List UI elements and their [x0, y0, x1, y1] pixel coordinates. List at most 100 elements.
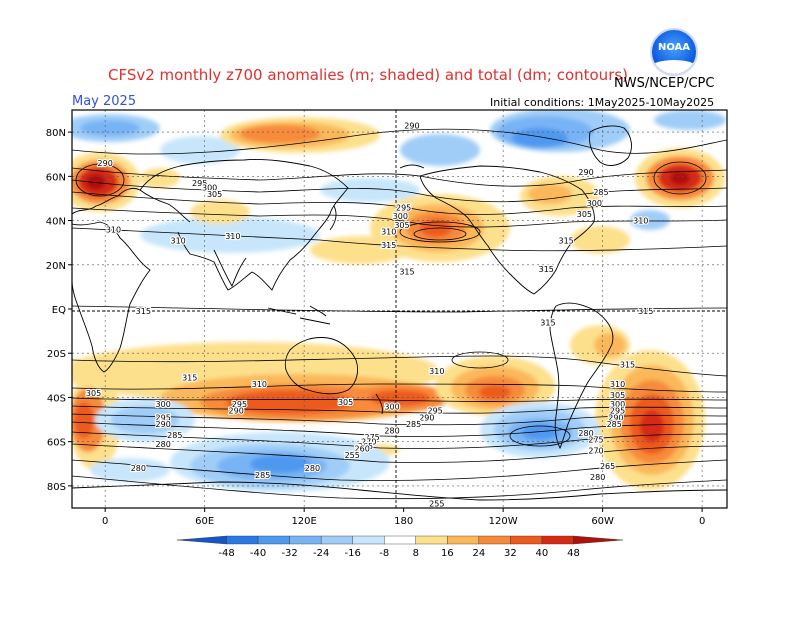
legend-swatch	[510, 535, 543, 545]
contour-line	[72, 128, 727, 155]
agency-label: NWS/NCEP/CPC	[614, 76, 715, 91]
anomaly-negative	[250, 455, 310, 473]
colorbar-legend: -48 -40 -32 -24 -16 -8 8 16 24 32 40 48	[176, 535, 624, 559]
contour-line	[72, 421, 727, 437]
height-contours	[72, 128, 727, 500]
anomaly-positive	[594, 333, 626, 357]
coastline-japan	[329, 205, 337, 231]
contour-label: 300	[587, 199, 602, 208]
contour-label: 300	[156, 400, 171, 409]
contour-label: 265	[358, 442, 373, 451]
contour-line	[653, 161, 707, 195]
contour-label: 280	[305, 464, 320, 473]
anomaly-negative	[90, 458, 170, 482]
contour-label: 315	[638, 307, 653, 316]
lat-tick-label: 80S	[47, 482, 66, 493]
anomaly-negative	[512, 128, 568, 148]
contour-label: 295	[192, 179, 207, 188]
contour-label: 315	[559, 236, 574, 245]
map-title: CFSv2 monthly z700 anomalies (m; shaded)…	[108, 66, 629, 84]
contour-label: 280	[384, 427, 399, 436]
contour-label: 265	[600, 462, 615, 471]
lat-tick-label: 80N	[46, 128, 66, 139]
contour-label: 285	[406, 420, 421, 429]
coastline-greenland	[589, 125, 632, 166]
legend-label: -48	[218, 548, 234, 559]
legend-label: 24	[472, 548, 485, 559]
contour-line	[72, 383, 727, 393]
contour-label: 290	[404, 121, 419, 130]
coastline-europe	[72, 187, 191, 223]
contour-label: 280	[578, 429, 593, 438]
contour-line	[72, 207, 727, 228]
legend-label: -32	[281, 548, 297, 559]
contour-line	[72, 191, 727, 215]
contour-label: 300	[610, 400, 625, 409]
contour-label: 305	[338, 398, 353, 407]
legend-swatch	[478, 535, 511, 545]
contour-label: 285	[607, 420, 622, 429]
legend-label: 48	[567, 548, 580, 559]
legend-swatch	[320, 535, 353, 545]
anomaly-negative	[630, 210, 670, 230]
contour-label: 310	[633, 217, 648, 226]
contour-label: 255	[429, 500, 444, 509]
coastline-north-america	[419, 165, 595, 295]
lon-tick-label: 60W	[591, 516, 614, 527]
legend-swatch	[415, 535, 448, 545]
contour-line	[72, 397, 727, 402]
legend-label: 8	[413, 548, 419, 559]
contour-line	[72, 355, 727, 377]
legend-swatch	[384, 535, 416, 545]
anomaly-negative	[320, 178, 420, 202]
anomaly-negative	[522, 424, 558, 440]
contour-label: 295	[428, 407, 443, 416]
legend-label: -16	[345, 548, 361, 559]
contour-line	[72, 179, 727, 203]
legend-swatch	[257, 535, 290, 545]
coastline-india	[213, 249, 247, 288]
contour-label: 305	[394, 221, 409, 230]
contour-line	[413, 227, 467, 241]
legend-label: 16	[441, 548, 454, 559]
noaa-logo: NOAA	[650, 28, 698, 76]
contour-label: 300	[384, 402, 399, 411]
legend-label: -24	[313, 548, 329, 559]
coastline-south-america	[549, 302, 614, 450]
contour-label: 315	[136, 307, 151, 316]
contour-label: 275	[588, 435, 603, 444]
legend-label: -8	[379, 548, 389, 559]
contour-line	[75, 163, 125, 197]
contour-label: 295	[396, 203, 411, 212]
legend-swatch	[289, 535, 322, 545]
legend-swatch	[176, 535, 227, 545]
anomaly-negative	[400, 134, 480, 166]
contour-label: 315	[540, 318, 555, 327]
anomaly-negative	[160, 136, 240, 164]
anomaly-positive	[479, 385, 511, 399]
coastlines	[72, 125, 727, 501]
contour-label: 280	[156, 440, 171, 449]
contour-line	[72, 475, 727, 500]
contour-label: 315	[182, 374, 197, 383]
contour-label: 305	[207, 190, 222, 199]
contour-label: 295	[610, 407, 625, 416]
contour-label: 310	[381, 228, 396, 237]
lat-tick-label: EQ	[52, 305, 66, 316]
contour-label: 255	[345, 451, 360, 460]
axis-ticks: 80N 60N 40N 20N EQ 20S 40S 60S 80S 0 60E 120E 180 120…	[46, 128, 706, 527]
legend-label: 40	[536, 548, 549, 559]
contour-label: 285	[167, 431, 182, 440]
contour-label: 285	[593, 188, 608, 197]
legend-label: 32	[504, 548, 517, 559]
lat-tick-label: 20S	[47, 349, 66, 360]
anomaly-positive	[640, 410, 664, 442]
contour-line	[509, 425, 571, 447]
contour-label: 300	[393, 212, 408, 221]
anomaly-negative	[111, 406, 179, 434]
contour-label: 280	[131, 464, 146, 473]
initial-conditions: Initial conditions: 1May2025-10May2025	[490, 96, 715, 109]
anomaly-negative	[140, 217, 320, 253]
